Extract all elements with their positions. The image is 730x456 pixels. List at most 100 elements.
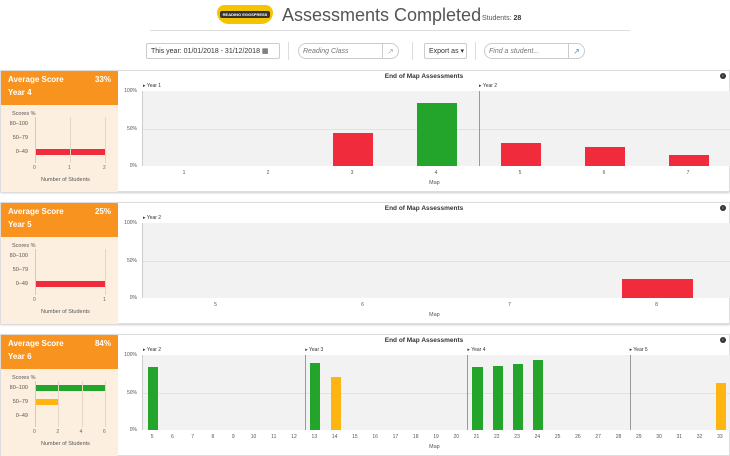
page-title: Assessments Completed: [282, 5, 482, 25]
score-range-label: 50–79: [12, 135, 28, 141]
x-tick-label: 2: [56, 429, 60, 435]
scores-axis-title: Scores %: [12, 375, 36, 381]
year-label: Year 5: [8, 220, 32, 229]
x-tick-label: 1: [68, 165, 71, 171]
x-tick-label: 0: [33, 165, 36, 171]
year-marker-label: ▸ Year 2: [143, 215, 162, 221]
date-range-picker[interactable]: This year: 01/01/2018 - 31/12/2018 ▦: [146, 43, 280, 59]
axis-line: [35, 117, 36, 163]
x-tick-label: 30: [656, 434, 662, 440]
x-tick-label: 1: [182, 170, 186, 176]
x-tick-label: 4: [79, 429, 83, 435]
y-tick-label: 0%: [129, 427, 137, 433]
score-range-label: 50–79: [12, 267, 28, 273]
score-bar[interactable]: [310, 363, 321, 430]
page-header: READING EGGSPRESS Assessments Completed …: [0, 0, 730, 32]
y-tick-label: 50%: [126, 125, 137, 132]
year-marker-label: ▸ Year 3: [305, 347, 324, 353]
x-tick-label: 5: [518, 170, 522, 176]
y-tick-label: 50%: [126, 389, 137, 396]
x-tick-label: 22: [494, 434, 500, 440]
average-score-header: Average Score 33% Year 4: [1, 71, 118, 105]
info-icon[interactable]: i: [720, 73, 726, 79]
score-range-label: 0–49: [15, 149, 28, 155]
external-link-icon[interactable]: ↗: [568, 44, 584, 58]
x-tick-label: 6: [361, 302, 364, 308]
average-score-value: 84%: [94, 339, 111, 348]
x-tick-label: 0: [33, 297, 36, 303]
calendar-icon: ▦: [261, 48, 269, 55]
score-bar[interactable]: [332, 133, 374, 166]
score-distribution-bar[interactable]: [35, 399, 59, 405]
score-bar[interactable]: [513, 364, 524, 430]
score-bar[interactable]: [416, 103, 458, 166]
gridline: [105, 117, 106, 163]
x-tick-label: 7: [508, 302, 511, 308]
y-tick-label: 50%: [126, 257, 137, 264]
chart-title: End of Map Assessments: [384, 205, 464, 212]
score-bar[interactable]: [584, 147, 626, 166]
caret-down-icon: ▾: [460, 48, 465, 55]
score-bar[interactable]: [533, 360, 544, 430]
x-tick-label: 23: [514, 434, 520, 440]
score-bar[interactable]: [715, 382, 726, 430]
class-selector[interactable]: Reading Class ↗: [298, 43, 399, 59]
year-divider: [467, 355, 469, 430]
year-marker-label: ▸ Year 1: [143, 83, 162, 89]
x-tick-label: 6: [171, 434, 174, 440]
score-bar[interactable]: [622, 279, 693, 298]
x-tick-label: 25: [554, 434, 561, 440]
gridline: [105, 381, 106, 427]
info-icon[interactable]: i: [720, 337, 726, 343]
score-distribution-bar[interactable]: [35, 385, 105, 391]
student-search-input[interactable]: Find a student... ↗: [484, 43, 585, 59]
x-tick-label: 0: [33, 429, 36, 435]
y-tick-label: 100%: [124, 352, 137, 358]
x-tick-label: 19: [433, 434, 439, 440]
external-link-icon[interactable]: ↗: [382, 44, 398, 58]
x-axis-title: Map: [429, 312, 440, 318]
year-marker-label: ▸ Year 4: [467, 347, 486, 353]
x-tick-label: 6: [602, 170, 606, 176]
x-tick-label: 26: [575, 434, 581, 440]
average-score-label: Average Score: [8, 75, 64, 84]
score-bar[interactable]: [492, 365, 503, 430]
summary-panel: Average Score 84% Year 6 Scores % 80–100 50–…: [1, 335, 118, 456]
export-button[interactable]: Export as ▾: [424, 43, 467, 59]
year-label: Year 6: [8, 352, 32, 361]
score-range-label: 0–49: [15, 281, 28, 287]
x-tick-label: 21: [473, 434, 480, 440]
score-bar[interactable]: [472, 367, 483, 430]
year-marker-label: ▸ Year 2: [143, 347, 162, 353]
assessment-card: Average Score 25% Year 5 Scores % 80–100 50–…: [0, 202, 730, 324]
x-tick-label: 10: [250, 434, 257, 440]
x-tick-label: 17: [392, 434, 399, 440]
divider: [412, 42, 413, 60]
x-tick-label: 12: [291, 434, 297, 440]
year-divider: [479, 91, 480, 166]
x-tick-label: 14: [331, 434, 338, 440]
score-bar[interactable]: [500, 142, 542, 166]
score-distribution-bar[interactable]: [35, 281, 105, 287]
divider: [150, 30, 630, 31]
assessment-card: Average Score 33% Year 4 Scores % 80–100 50–…: [0, 70, 730, 192]
x-tick-label: 7: [686, 170, 690, 176]
chart-title: End of Map Assessments: [384, 73, 464, 80]
y-tick-label: 100%: [124, 88, 137, 94]
info-icon[interactable]: i: [720, 205, 726, 211]
score-bar[interactable]: [330, 376, 341, 430]
x-axis-title: Map: [429, 180, 440, 186]
x-tick-label: 8: [211, 434, 215, 440]
gridline: [58, 381, 60, 427]
x-tick-label: 7: [191, 434, 195, 440]
score-bar[interactable]: [148, 367, 159, 430]
year-divider: [629, 355, 631, 430]
x-tick-label: 3: [350, 170, 354, 176]
score-bar[interactable]: [668, 154, 710, 166]
x-tick-label: 6: [103, 429, 106, 435]
x-tick-label: 33: [717, 434, 723, 440]
x-axis-title: Number of Students: [41, 309, 90, 315]
average-score-value: 25%: [94, 207, 111, 216]
gridline: [81, 381, 83, 427]
x-tick-label: 16: [372, 434, 378, 440]
